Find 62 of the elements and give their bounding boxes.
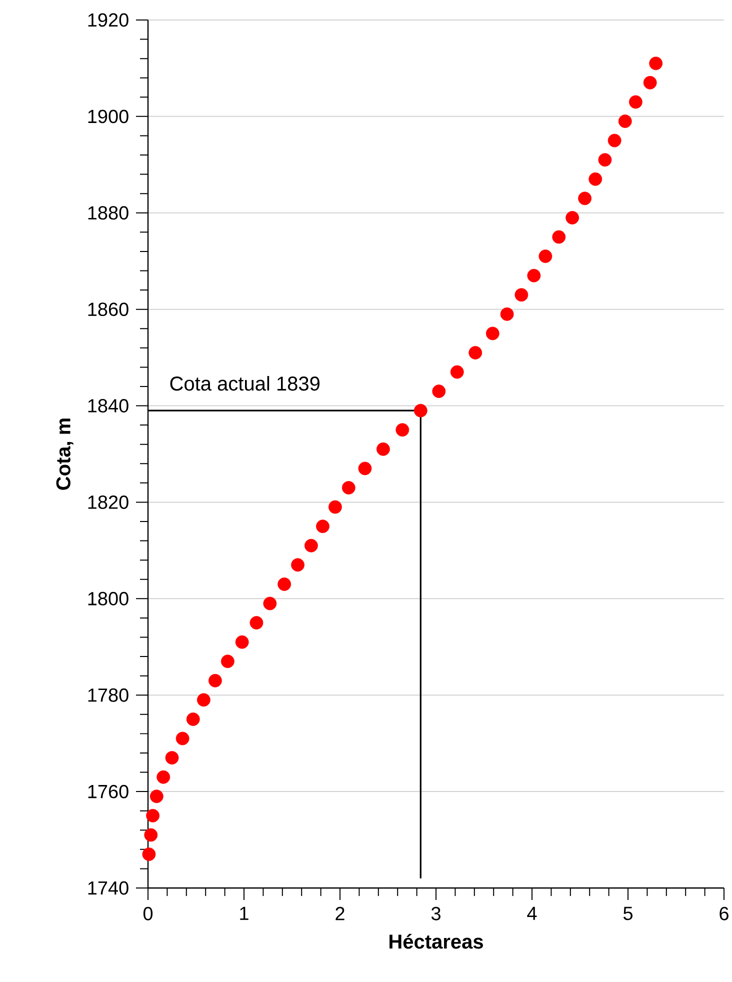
point — [538, 250, 552, 263]
point — [278, 577, 292, 591]
point — [150, 790, 164, 804]
annotation: Cota actual 1839 — [170, 376, 320, 391]
y-tick-label: 1840 — [88, 399, 128, 412]
point — [235, 635, 249, 649]
point — [304, 538, 318, 552]
point — [527, 268, 541, 282]
y-tick-label: 1860 — [88, 302, 128, 316]
point — [468, 346, 482, 360]
point — [608, 134, 622, 148]
x-tick-label: 2 — [336, 906, 344, 920]
x-tick-label: 0 — [143, 906, 153, 920]
point — [514, 288, 528, 302]
point — [486, 326, 500, 340]
point — [291, 558, 304, 572]
y-axis-title: Cota, m — [56, 418, 74, 490]
point — [376, 442, 390, 456]
point — [649, 56, 663, 70]
point — [208, 674, 222, 688]
point — [250, 616, 264, 630]
y-tick-label: 1920 — [88, 13, 128, 27]
point — [156, 770, 170, 784]
point — [328, 500, 342, 514]
point — [142, 848, 156, 861]
point — [566, 211, 580, 224]
point — [196, 693, 210, 707]
x-tick-label: 6 — [720, 906, 728, 920]
point — [450, 365, 464, 379]
x-tick-label: 3 — [431, 906, 440, 920]
point — [165, 751, 179, 764]
y-tick-label: 1740 — [88, 881, 128, 895]
y-tick-label: 1820 — [88, 495, 128, 509]
point — [220, 654, 234, 668]
point — [598, 153, 612, 167]
point — [342, 481, 356, 494]
point — [414, 404, 428, 418]
y-tick-label: 1760 — [88, 784, 128, 798]
point — [628, 95, 642, 109]
point — [432, 384, 446, 398]
point — [358, 462, 372, 476]
y-tick-label: 1880 — [88, 206, 128, 220]
point — [618, 114, 632, 128]
y-tick-label: 1900 — [88, 110, 128, 124]
point — [578, 192, 592, 206]
point — [588, 172, 602, 186]
point — [186, 712, 200, 726]
point — [146, 808, 160, 822]
point — [316, 520, 330, 534]
y-tick-label: 1780 — [88, 688, 128, 702]
x-tick-label: 1 — [240, 906, 248, 920]
x-axis-title: Héctareas — [390, 934, 483, 949]
point — [396, 423, 410, 437]
point — [263, 596, 277, 610]
point — [144, 828, 158, 842]
point — [500, 307, 514, 321]
point — [552, 230, 566, 244]
y-tick-label: 1800 — [88, 592, 128, 606]
point — [643, 76, 657, 90]
point — [176, 732, 190, 746]
x-tick-label: 4 — [527, 906, 537, 920]
x-tick-label: 5 — [623, 906, 632, 920]
